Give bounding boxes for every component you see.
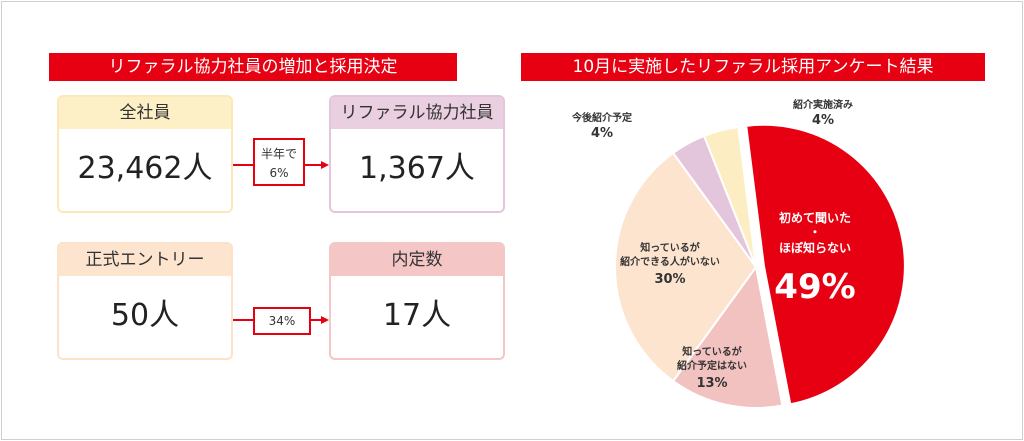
survey-banner: 10月に実施したリファラル採用アンケート結果 [521, 53, 985, 81]
formal-entries-value: 50人 [110, 298, 180, 333]
formal-entries-card: 正式エントリー 50人 [57, 242, 233, 360]
pie-label-know-no-plan: 紹介予定はない [677, 359, 747, 372]
pie-slice-know-cannot-refer [614, 151, 758, 383]
all-employees-card: 全社員 23,462人 [57, 95, 233, 213]
top-arrow-label-line2: 6% [269, 166, 289, 180]
top-arrow-connector [233, 161, 329, 169]
pie-label-first-time: 初めて聞いた [779, 210, 851, 225]
pie-value-plan-to-refer: 4% [591, 126, 613, 141]
pie-label-referral-done: 紹介実施済み [793, 98, 853, 111]
pie-slice-know-no-plan [671, 264, 784, 409]
pie-label-first-time: ほぼ知らない [779, 240, 851, 255]
all-employees-label: 全社員 [59, 97, 231, 129]
offers-card: 内定数 17人 [329, 242, 505, 360]
pie-value-first-time: 49% [774, 267, 855, 307]
all-employees-value: 23,462人 [77, 151, 213, 186]
bottom-arrow-label: 34% [268, 314, 296, 328]
offers-label: 内定数 [331, 244, 503, 276]
left-section-banner: リファラル協力社員の増加と採用決定 [49, 53, 457, 81]
pie-value-referral-done: 4% [812, 113, 834, 128]
pie-slice-first-time [745, 123, 906, 406]
bottom-arrow-label-box: 34% [253, 307, 311, 335]
pie-label-plan-to-refer: 今後紹介予定 [571, 111, 632, 124]
formal-entries-label: 正式エントリー [59, 244, 231, 276]
referral-cooperators-value: 1,367人 [359, 151, 475, 186]
referral-cooperators-card: リファラル協力社員 1,367人 [329, 95, 505, 213]
bottom-arrow-connector [233, 316, 329, 324]
pie-label-first-time: ・ [809, 225, 821, 239]
referral-cooperators-label: リファラル協力社員 [331, 97, 503, 129]
offers-value: 17人 [382, 298, 452, 333]
survey-pie-chart: 初めて聞いた・ほぼ知らない49%知っているが紹介予定はない13%知っているが紹介… [571, 98, 906, 409]
pie-slice-referral-done [702, 125, 757, 268]
pie-label-know-cannot-refer: 知っているが [639, 241, 700, 254]
top-arrow-label-box: 半年で 6% [253, 138, 305, 186]
pie-label-know-no-plan: 知っているが [681, 345, 742, 358]
pie-label-know-cannot-refer: 紹介できる人がいない [620, 255, 720, 268]
pie-value-know-no-plan: 13% [696, 376, 727, 391]
top-arrow-label-line1: 半年で [260, 147, 297, 161]
pie-value-know-cannot-refer: 30% [654, 272, 685, 287]
